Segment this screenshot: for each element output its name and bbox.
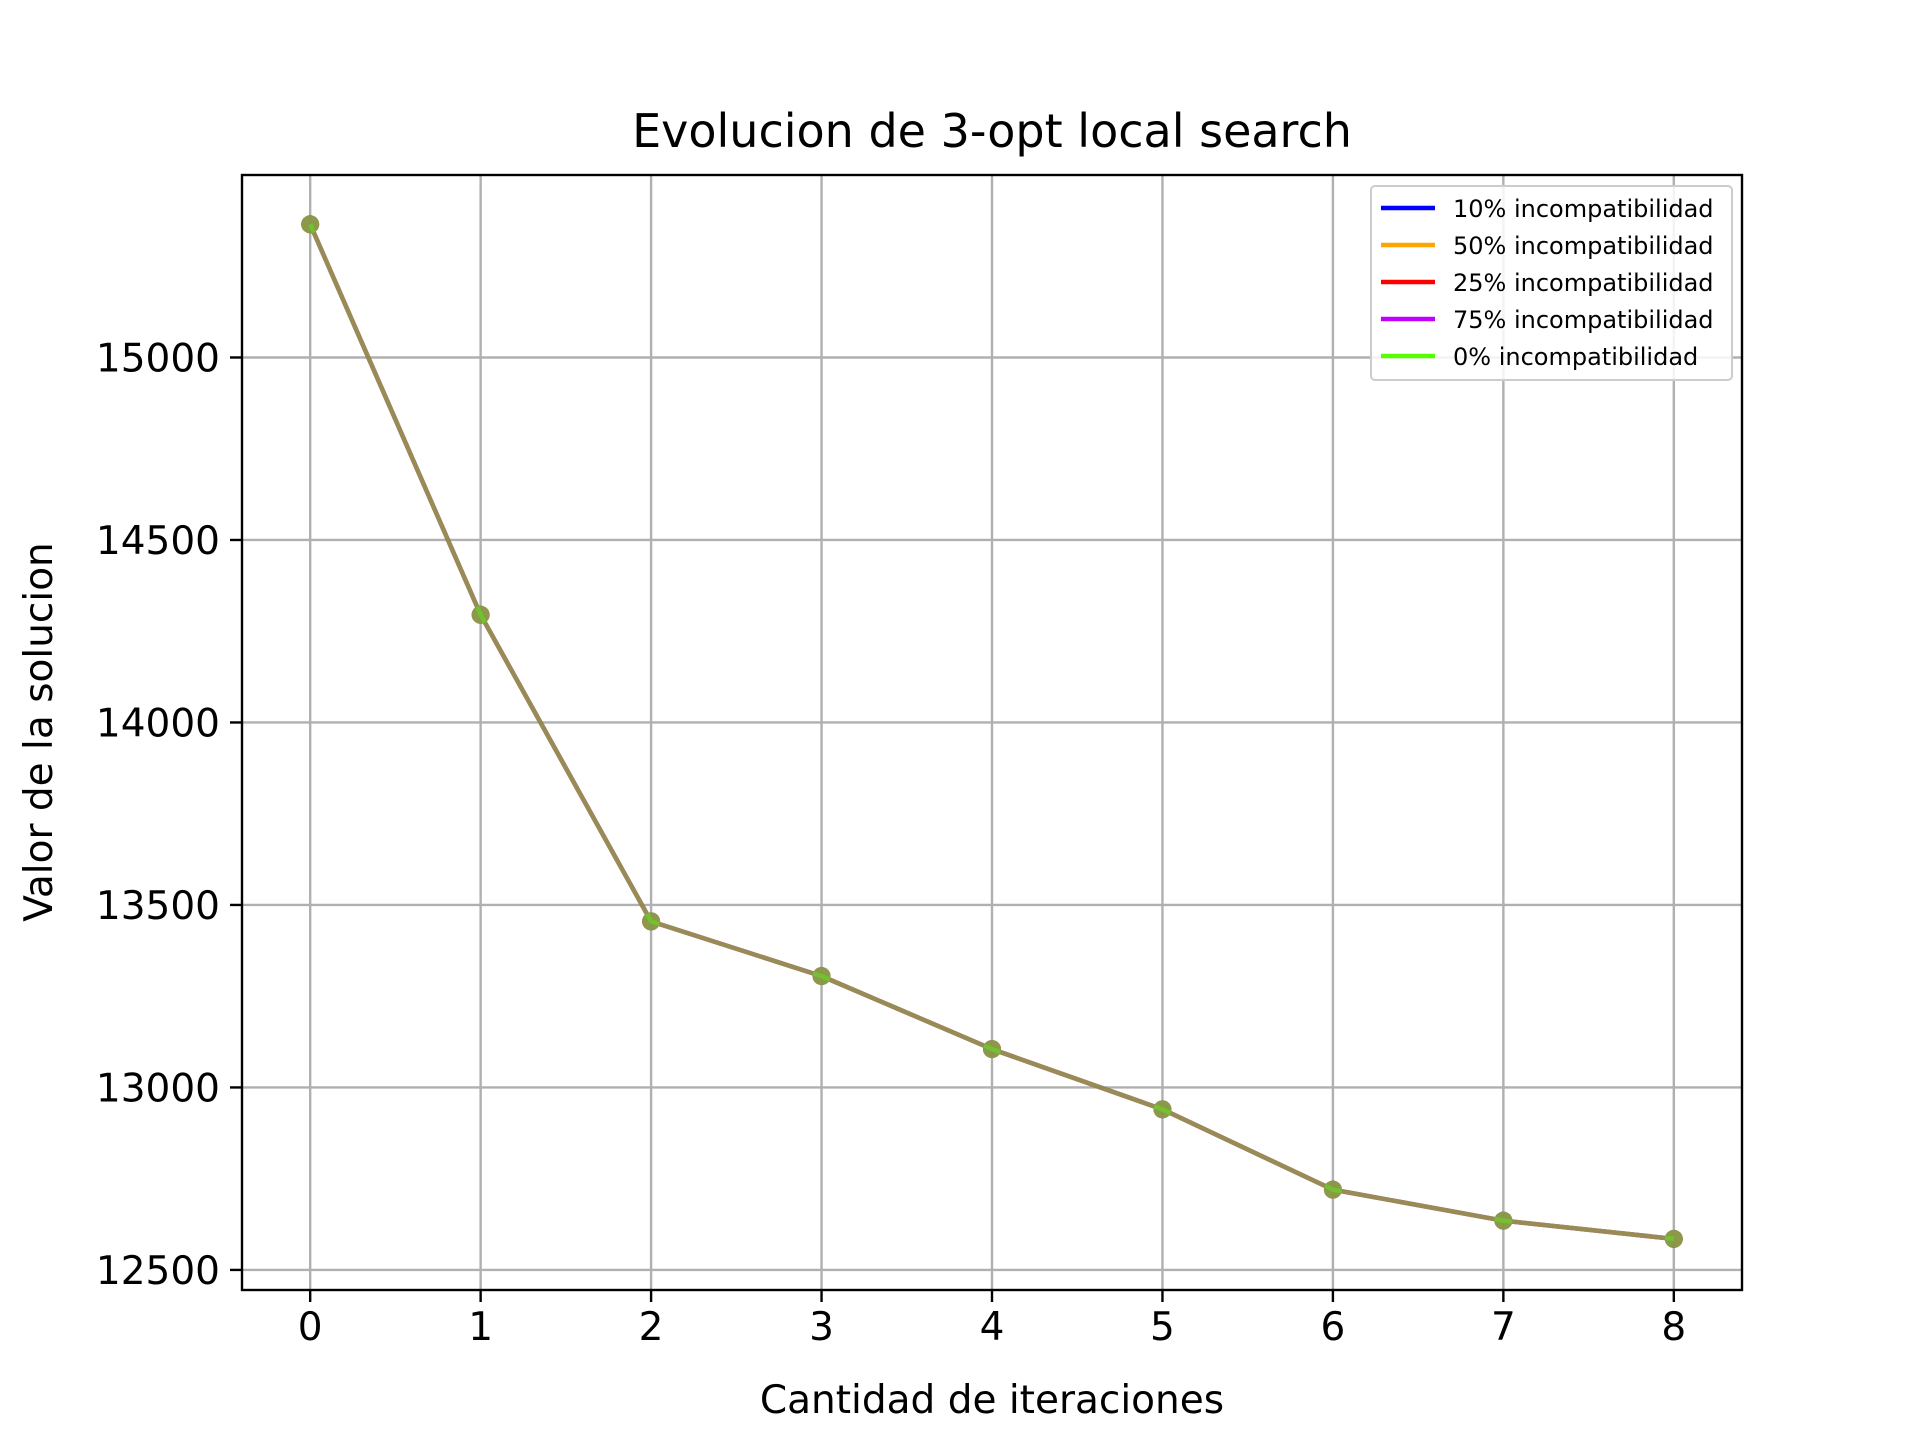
y-axis-label: Valor de la solucion — [17, 542, 62, 922]
x-tick-label: 4 — [980, 1305, 1005, 1350]
chart-title: Evolucion de 3-opt local search — [632, 104, 1352, 158]
data-point — [301, 215, 320, 234]
x-tick-label: 0 — [298, 1305, 323, 1350]
legend-label: 10% incompatibilidad — [1453, 195, 1714, 223]
data-point — [1494, 1211, 1513, 1230]
series-4 — [301, 215, 1683, 1248]
data-point — [983, 1040, 1001, 1059]
legend-label: 75% incompatibilidad — [1453, 306, 1714, 334]
data-point — [1323, 1180, 1342, 1199]
y-tick-label: 15000 — [96, 336, 220, 381]
x-axis: 0 1 2 3 4 5 6 7 8 — [298, 1290, 1686, 1350]
x-axis-label: Cantidad de iteraciones — [760, 1378, 1224, 1423]
data-point — [471, 605, 490, 624]
data-point — [1153, 1100, 1172, 1119]
series-layer — [301, 215, 1683, 1248]
legend: 10% incompatibilidad 50% incompatibilidad… — [1370, 185, 1733, 381]
data-point — [642, 912, 661, 931]
y-tick-label: 12500 — [96, 1249, 220, 1294]
y-tick-label: 13500 — [96, 884, 220, 929]
legend-label: 25% incompatibilidad — [1453, 269, 1714, 297]
data-point — [812, 967, 831, 986]
data-point — [1664, 1229, 1683, 1248]
legend-label: 50% incompatibilidad — [1453, 232, 1714, 260]
x-tick-label: 6 — [1320, 1305, 1345, 1350]
x-tick-label: 2 — [639, 1305, 664, 1350]
y-tick-label: 13000 — [96, 1066, 220, 1111]
legend-label: 0% incompatibilidad — [1453, 343, 1698, 371]
y-tick-label: 14500 — [96, 519, 220, 564]
x-tick-label: 1 — [468, 1305, 493, 1350]
x-tick-label: 5 — [1150, 1305, 1175, 1350]
y-axis: 12500 13000 13500 14000 14500 15000 — [96, 336, 242, 1294]
x-tick-label: 7 — [1491, 1305, 1516, 1350]
x-tick-label: 3 — [809, 1305, 834, 1350]
y-tick-label: 14000 — [96, 701, 220, 746]
x-tick-label: 8 — [1661, 1305, 1686, 1350]
legend-box — [1370, 185, 1733, 381]
